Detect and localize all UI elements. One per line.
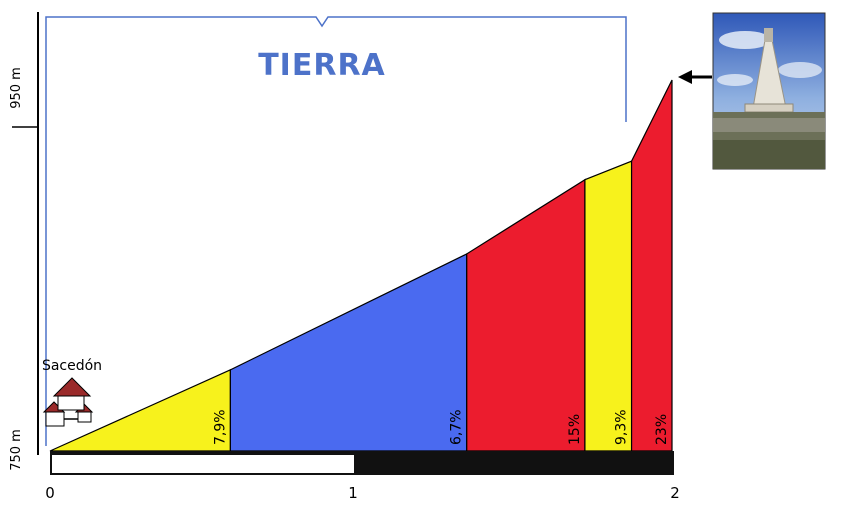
- x-tick-label-1: 1: [348, 484, 358, 502]
- house-icon: [42, 377, 94, 427]
- segment-3: [466, 178, 586, 452]
- segment-gradient-label-2: 6,7%: [449, 409, 465, 445]
- segment-gradient-label-4: 9,3%: [614, 409, 630, 445]
- chart-title: TIERRA: [258, 48, 386, 83]
- segment-gradient-label-3: 15%: [567, 414, 583, 445]
- profile-segments: 7,9% 6,7% 15% 9,3% 23%: [49, 79, 673, 452]
- x-tick-label-2: 2: [670, 484, 680, 502]
- segment-gradient-label-1: 7,9%: [212, 409, 228, 445]
- y-tick-label-750: 750 m: [9, 429, 24, 471]
- distance-bar-first-km: [52, 455, 354, 473]
- arrow-left-icon: [678, 70, 712, 84]
- y-tick-label-950: 950 m: [9, 67, 24, 109]
- segment-2: [229, 252, 468, 452]
- x-tick-label-0: 0: [45, 484, 55, 502]
- climb-bracket: [45, 16, 627, 446]
- start-place-label: Sacedón: [42, 358, 102, 374]
- monument-photo: [712, 12, 826, 170]
- segment-5: [630, 79, 673, 452]
- segment-4: [584, 160, 633, 452]
- segment-gradient-label-5: 23%: [654, 414, 670, 445]
